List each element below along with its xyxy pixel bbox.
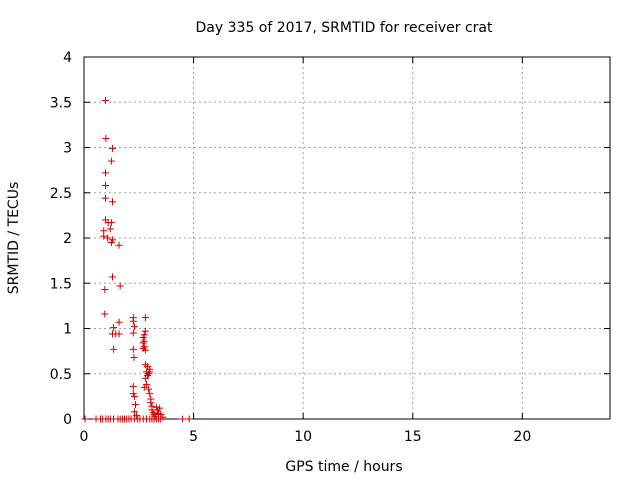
y-tick-label: 1.5 — [50, 276, 72, 292]
y-tick-label: 2.5 — [50, 186, 72, 202]
data-point — [141, 314, 149, 322]
x-tick-label: 15 — [404, 429, 422, 445]
data-point — [185, 415, 193, 423]
data-point — [107, 239, 115, 247]
data-point — [101, 194, 109, 202]
y-tick-label: 1 — [63, 322, 72, 338]
x-tick-label: 5 — [189, 429, 198, 445]
data-point — [100, 232, 108, 240]
data-point — [129, 329, 137, 337]
y-tick-label: 0 — [63, 412, 72, 428]
data-point — [150, 410, 158, 418]
data-point — [110, 345, 118, 353]
data-point — [141, 346, 149, 354]
data-point — [101, 96, 109, 104]
data-point — [149, 409, 157, 417]
data-point — [146, 390, 154, 398]
y-axis-label: SRMTID / TECUs — [6, 182, 22, 295]
data-point — [179, 415, 187, 423]
plot-frame — [83, 56, 611, 420]
data-point — [141, 374, 149, 382]
data-point — [130, 323, 138, 331]
data-point — [116, 282, 124, 290]
data-point — [129, 382, 137, 390]
data-point — [129, 345, 137, 353]
y-tick-label: 3 — [63, 141, 72, 157]
ticks-layer: 0 0.5 1 1.5 2 2.5 3 3.5 4 0 5 10 15 20 — [50, 50, 610, 445]
data-point — [115, 241, 123, 249]
data-point — [140, 343, 148, 351]
data-point — [102, 134, 110, 142]
data-point — [108, 198, 116, 206]
data-point — [106, 225, 114, 233]
data-point — [133, 411, 141, 419]
data-point — [115, 330, 123, 338]
data-point — [130, 353, 138, 361]
data-point — [107, 219, 115, 227]
data-point — [145, 370, 153, 378]
x-axis-label: GPS time / hours — [285, 459, 402, 475]
data-point — [145, 385, 153, 393]
data-point — [101, 286, 109, 294]
data-point — [159, 413, 167, 421]
data-point — [101, 182, 109, 190]
data-point — [140, 383, 148, 391]
data-point — [147, 399, 155, 407]
data-point — [156, 404, 164, 412]
data-point — [130, 392, 138, 400]
x-tick-label: 0 — [80, 429, 89, 445]
data-point — [108, 144, 116, 152]
y-tick-label: 2 — [63, 231, 72, 247]
grid-layer — [84, 57, 610, 419]
data-point — [101, 310, 109, 318]
chart-title: Day 335 of 2017, SRMTID for receiver cra… — [196, 20, 493, 36]
data-point — [81, 415, 89, 423]
data-point — [141, 327, 149, 335]
y-tick-label: 0.5 — [50, 367, 72, 383]
data-point — [110, 324, 118, 332]
data-point — [130, 408, 138, 416]
data-point — [107, 157, 115, 165]
y-tick-label: 3.5 — [50, 95, 72, 111]
y-tick-label: 4 — [63, 50, 72, 66]
data-point — [132, 401, 140, 409]
x-tick-label: 20 — [513, 429, 531, 445]
data-points — [81, 96, 193, 423]
data-point — [115, 318, 123, 326]
data-point — [129, 317, 137, 325]
x-tick-label: 10 — [294, 429, 312, 445]
data-point — [104, 234, 112, 242]
data-point — [108, 273, 116, 281]
data-point — [101, 169, 109, 177]
